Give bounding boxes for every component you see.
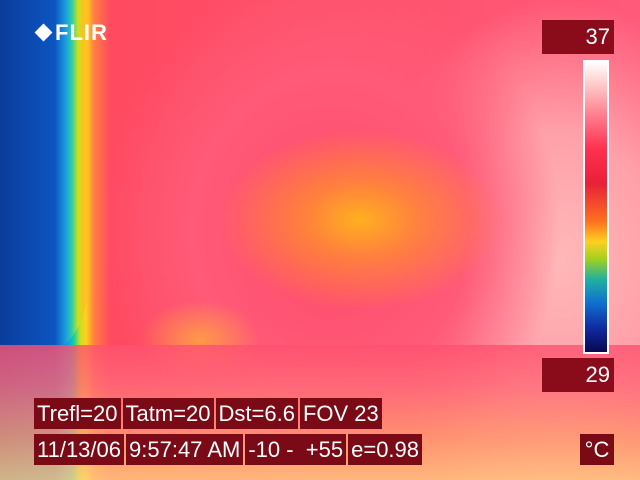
emissivity-readout: e=0.98 [348,434,423,465]
distance-readout: Dst=6.6 [215,398,298,429]
fov-readout: FOV 23 [299,398,382,429]
temperature-unit: °C [580,434,614,465]
date-readout: 11/13/06 [34,434,125,465]
flir-logo: FLIR [34,20,108,46]
cold-region [0,0,90,350]
parameter-row: Trefl=20 Tatm=20 Dst=6.6 FOV 23 [34,398,382,429]
status-row: 11/13/06 9:57:47 AM -10 - +55 e=0.98 [34,434,423,465]
scale-min-value: 29 [542,358,614,392]
trefl-readout: Trefl=20 [34,398,121,429]
brand-name: FLIR [55,20,108,45]
tatm-readout: Tatm=20 [122,398,214,429]
range-readout: -10 - +55 [245,434,347,465]
flir-diamond-icon [34,23,53,42]
time-readout: 9:57:47 AM [126,434,244,465]
temperature-colorbar [583,60,609,354]
scale-max-value: 37 [542,20,614,54]
